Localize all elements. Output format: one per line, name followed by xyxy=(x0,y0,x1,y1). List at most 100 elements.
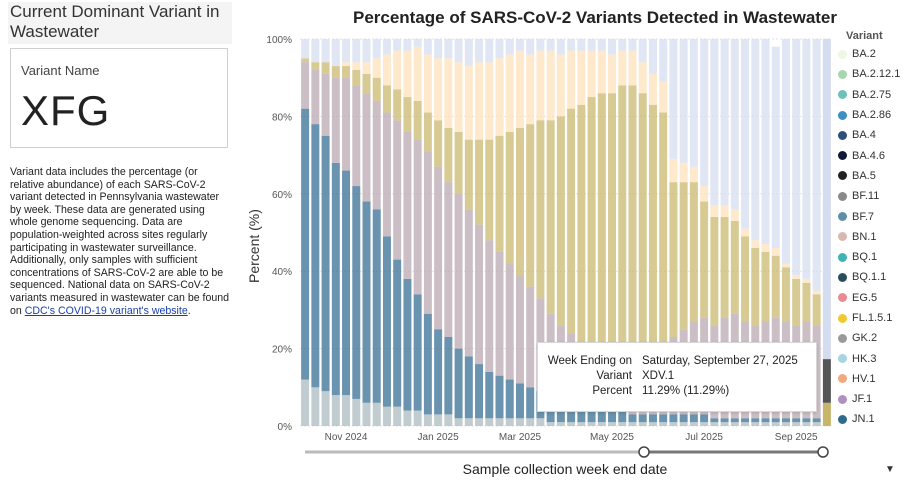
bar-segment-lp[interactable] xyxy=(505,418,514,426)
bar-segment-lp[interactable] xyxy=(526,418,535,426)
bar-segment-lp[interactable] xyxy=(515,418,524,426)
bar-segment-kp[interactable] xyxy=(342,77,351,171)
bar-segment-kp[interactable] xyxy=(485,240,494,372)
bar-segment-jn-1[interactable] xyxy=(464,356,473,419)
bar-segment-xfg[interactable] xyxy=(577,39,586,51)
bar-segment-kp[interactable] xyxy=(495,251,504,376)
bar-segment-xfg[interactable] xyxy=(638,39,647,63)
bar-segment-xec[interactable] xyxy=(505,131,514,264)
legend-item-bf-11[interactable]: BF.11 xyxy=(838,186,922,206)
bar-segment-jn-1[interactable] xyxy=(444,336,453,415)
bar-segment-kp[interactable] xyxy=(301,62,310,109)
bar-segment-jn-1[interactable] xyxy=(301,108,310,380)
bar-segment-xfg[interactable] xyxy=(710,39,719,206)
bar-segment-xfg[interactable] xyxy=(485,39,494,63)
bar-segment-lb[interactable] xyxy=(710,205,719,218)
bar-segment-jn-1[interactable] xyxy=(362,201,371,403)
bar-segment-xec[interactable] xyxy=(536,120,545,299)
bar-segment-jn-1[interactable] xyxy=(628,414,637,423)
bar-segment-jn-1[interactable] xyxy=(382,236,391,407)
legend-item-ba-4[interactable]: BA.4 xyxy=(838,125,922,145)
bar-segment-kp[interactable] xyxy=(382,112,391,237)
bar-segment-lp[interactable] xyxy=(495,418,504,426)
bar-segment-lp[interactable] xyxy=(802,422,811,426)
bar-segment-jn-1[interactable] xyxy=(311,124,320,388)
bar-segment-lb[interactable] xyxy=(608,54,617,94)
bar-segment-xfg[interactable] xyxy=(444,39,453,59)
bar-segment-jn-1[interactable] xyxy=(802,418,811,423)
bar-segment-jn-1[interactable] xyxy=(689,414,698,423)
bar-segment-jn-1[interactable] xyxy=(638,414,647,423)
legend-item-hv-1[interactable]: HV.1 xyxy=(838,369,922,389)
bar-segment-xec[interactable] xyxy=(331,66,340,78)
bar-segment-xec[interactable] xyxy=(659,112,668,384)
bar-segment-xec[interactable] xyxy=(311,62,320,70)
bar-segment-jn-1[interactable] xyxy=(352,186,361,399)
bar-segment-lp[interactable] xyxy=(311,387,320,426)
bar-segment-xfg[interactable] xyxy=(372,39,381,59)
bar-segment-xec[interactable] xyxy=(577,104,586,345)
bar-segment-lp[interactable] xyxy=(536,418,545,426)
bar-segment-xec[interactable] xyxy=(556,116,565,326)
bar-segment-xfg[interactable] xyxy=(689,39,698,167)
bar-segment-xec[interactable] xyxy=(812,294,821,326)
bar-segment-lb[interactable] xyxy=(556,54,565,117)
bar-segment-jn-1[interactable] xyxy=(587,406,596,423)
bar-segment-xfg[interactable] xyxy=(495,39,504,59)
legend-item-ba-4-6[interactable]: BA.4.6 xyxy=(838,145,922,165)
bar-segment-jn-1[interactable] xyxy=(792,418,801,423)
bar-segment-xfg[interactable] xyxy=(669,39,678,159)
bar-segment-xec[interactable] xyxy=(423,112,432,152)
bar-segment-xfg[interactable] xyxy=(761,39,770,245)
bar-segment-kp[interactable] xyxy=(413,139,422,295)
bar-segment-xec[interactable] xyxy=(342,66,351,78)
legend-item-jn-1[interactable]: JN.1 xyxy=(838,409,922,429)
bar-segment-lb[interactable] xyxy=(720,205,729,218)
bar-segment-lp[interactable] xyxy=(464,418,473,426)
bar-segment-kp[interactable] xyxy=(403,131,412,279)
bar-segment-xfg[interactable] xyxy=(403,39,412,51)
bar-segment-lp[interactable] xyxy=(587,422,596,426)
bar-segment-lp[interactable] xyxy=(546,422,555,426)
bar-segment-kp[interactable] xyxy=(321,73,330,136)
bar-segment-xec[interactable] xyxy=(495,135,504,252)
bar-segment-lp[interactable] xyxy=(761,422,770,426)
bar-segment-xfg[interactable] xyxy=(352,39,361,63)
bar-segment-jn-1[interactable] xyxy=(321,135,330,392)
bar-segment-lp[interactable] xyxy=(628,422,637,426)
bar-segment-xec[interactable] xyxy=(526,124,535,287)
bar-segment-jn-1[interactable] xyxy=(495,375,504,419)
bar-segment-xfg[interactable] xyxy=(331,39,340,67)
bar-segment-jn-1[interactable] xyxy=(434,329,443,415)
bar-segment-xec[interactable] xyxy=(546,120,555,314)
bar-segment-xfg[interactable] xyxy=(321,39,330,63)
bar-segment-lb[interactable] xyxy=(781,263,790,268)
bar-segment-lp[interactable] xyxy=(608,422,617,426)
bar-segment-xfg[interactable] xyxy=(454,39,463,63)
bar-segment-kp[interactable] xyxy=(311,69,320,125)
bar-segment-kp[interactable] xyxy=(434,166,443,330)
bar-segment-lp[interactable] xyxy=(382,406,391,426)
bar-segment-xfg[interactable] xyxy=(464,39,473,67)
bar-segment-jn-1[interactable] xyxy=(413,294,422,411)
bar-segment-xec[interactable] xyxy=(802,282,811,322)
bar-segment-lb[interactable] xyxy=(505,54,514,132)
bar-segment-jn-1[interactable] xyxy=(781,418,790,423)
bar-segment-lb[interactable] xyxy=(761,244,770,252)
bar-segment-lb[interactable] xyxy=(413,46,422,101)
bar-segment-lb[interactable] xyxy=(362,62,371,74)
bar-segment-xfg[interactable] xyxy=(802,39,811,279)
bar-segment-lb[interactable] xyxy=(659,81,668,113)
bar-segment-jn-1[interactable] xyxy=(730,418,739,423)
bar-segment-lp[interactable] xyxy=(403,410,412,426)
bar-segment-xfg[interactable] xyxy=(812,39,821,291)
bar-segment-xfg[interactable] xyxy=(301,39,310,59)
bar-segment-xfg[interactable] xyxy=(515,39,524,51)
bar-segment-lp[interactable] xyxy=(792,422,801,426)
bar-segment-xec[interactable] xyxy=(567,108,576,334)
bar-segment-xec[interactable] xyxy=(587,97,596,353)
slider-handle-end[interactable] xyxy=(817,446,829,458)
bar-segment-xec[interactable] xyxy=(822,402,831,426)
bar-segment-xec[interactable] xyxy=(301,58,310,63)
bar-segment-lp[interactable] xyxy=(771,422,780,426)
